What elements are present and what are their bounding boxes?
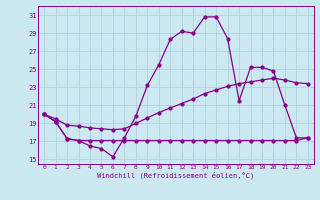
- X-axis label: Windchill (Refroidissement éolien,°C): Windchill (Refroidissement éolien,°C): [97, 172, 255, 179]
